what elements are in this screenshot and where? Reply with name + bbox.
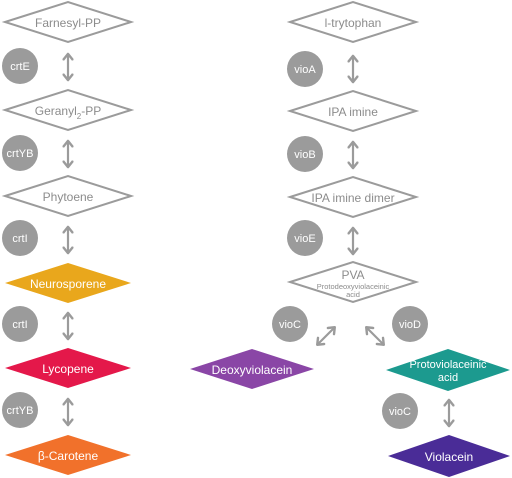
node-geranyl-pp-label: Geranyl2-PP (35, 104, 102, 121)
node-beta-carotene: β-Carotene (5, 435, 131, 475)
enzyme-viod: vioD (392, 306, 428, 342)
node-deoxyviolacein: Deoxyviolacein (190, 349, 314, 389)
node-neurosporene: Neurosporene (5, 263, 131, 303)
enzyme-viob: vioB (287, 136, 323, 172)
node-phytoene-label: Phytoene (43, 190, 94, 204)
enzyme-crtyb-2-label: crtYB (7, 405, 34, 417)
enzyme-vioa: vioA (287, 51, 323, 87)
node-pva-label: PVA (341, 268, 364, 282)
node-pva-subtitle-line2: acid (346, 290, 360, 299)
enzyme-crtyb-1: crtYB (2, 135, 38, 171)
enzyme-crte: crtE (2, 48, 38, 84)
node-lycopene: Lycopene (5, 348, 131, 388)
violacein-pathway: l-trytophan vioA IPA imine vioB IPA imin… (190, 0, 510, 477)
node-farnesyl-pp: Farnesyl-PP (1, 0, 135, 44)
node-phytoene: Phytoene (1, 174, 135, 218)
node-violacein-label: Violacein (425, 450, 473, 464)
node-l-tryptophan: l-trytophan (286, 0, 420, 44)
enzyme-crti-2-label: crtI (12, 319, 27, 331)
node-protoviolaceinic-acid: Protoviolaceinic acid (386, 349, 510, 391)
arrow-pva-deoxyviolacein (318, 328, 334, 344)
node-l-tryptophan-label: l-trytophan (325, 16, 382, 30)
node-ipa-imine-dimer-label: IPA imine dimer (311, 191, 394, 205)
enzyme-vioe-label: vioE (294, 233, 315, 245)
enzyme-vioc-2-label: vioC (389, 406, 411, 418)
enzyme-viod-label: vioD (399, 319, 421, 331)
node-pva: PVA Protodeoxyviolaceinic acid (286, 260, 420, 304)
enzyme-crti-1-label: crtI (12, 233, 27, 245)
node-geranyl-pp: Geranyl2-PP (1, 88, 135, 132)
node-protoviolaceinic-line2: acid (438, 372, 458, 384)
enzyme-crtyb-2: crtYB (2, 392, 38, 428)
node-farnesyl-pp-label: Farnesyl-PP (35, 16, 101, 30)
node-pva-subtitle-line1: Protodeoxyviolaceinic (317, 282, 390, 291)
node-ipa-imine-dimer: IPA imine dimer (286, 175, 420, 219)
node-beta-carotene-label: β-Carotene (38, 449, 99, 463)
node-lycopene-label: Lycopene (42, 362, 94, 376)
enzyme-vioc-1: vioC (272, 306, 308, 342)
node-violacein: Violacein (388, 435, 510, 477)
enzyme-crti-2: crtI (2, 306, 38, 342)
node-protoviolaceinic-line1: Protoviolaceinic (409, 359, 487, 371)
arrow-pva-protoviolaceinic (367, 328, 383, 344)
node-deoxyviolacein-label: Deoxyviolacein (212, 363, 293, 377)
enzyme-crtyb-1-label: crtYB (7, 148, 34, 160)
node-ipa-imine: IPA imine (286, 89, 420, 133)
enzyme-vioe: vioE (287, 220, 323, 256)
enzyme-crte-label: crtE (10, 61, 30, 73)
enzyme-crti-1: crtI (2, 220, 38, 256)
node-ipa-imine-label: IPA imine (328, 105, 378, 119)
node-neurosporene-label: Neurosporene (30, 277, 106, 291)
enzyme-vioc-1-label: vioC (279, 319, 301, 331)
enzyme-vioc-2: vioC (382, 393, 418, 429)
carotenoid-pathway: Farnesyl-PP crtE Geranyl2-PP crtYB Phyto… (1, 0, 135, 475)
enzyme-viob-label: vioB (294, 149, 315, 161)
enzyme-vioa-label: vioA (294, 64, 316, 76)
